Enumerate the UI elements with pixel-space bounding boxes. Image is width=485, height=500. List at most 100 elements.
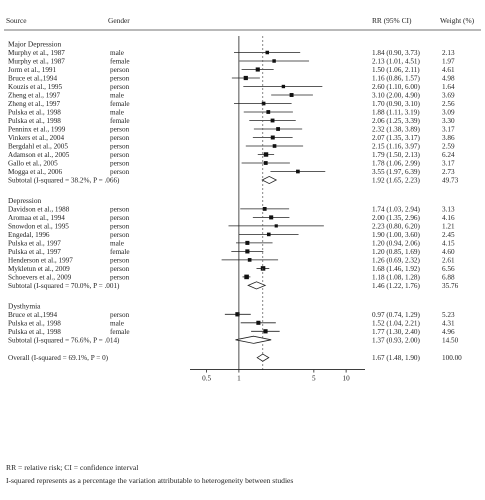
study-gender-label: person [110,205,130,213]
header-weight: Weight (%) [440,16,475,25]
study-rr-ci-label: 2.23 (0.80, 6.20) [372,222,421,230]
study-weight-label: 1.21 [442,222,455,230]
study-point-estimate [266,110,271,114]
study-weight-label: 6.88 [442,273,455,281]
study-point-estimate [235,312,240,317]
study-gender-label: person [110,222,130,230]
study-weight-label: 2.45 [442,231,455,239]
study-weight-label: 3.30 [442,117,455,125]
study-gender-label: male [110,109,124,117]
study-weight-label: 6.24 [442,151,455,159]
study-rr-ci-label: 1.68 (1.46, 1.92) [372,265,421,273]
study-weight-label: 1.64 [442,83,455,91]
study-rr-ci-label: 1.20 (0.85, 1.69) [372,248,421,256]
study-gender-label: male [110,319,124,327]
subtotal-diamond-label: Subtotal (I-squared = 70.0%, P = .001) [8,282,120,290]
study-point-estimate [244,274,249,280]
study-source-label: Pulska et al., 1997 [8,248,61,256]
study-point-estimate [266,232,271,237]
study-rr-ci-label: 1.74 (1.03, 2.94) [372,205,421,213]
study-point-estimate [270,118,275,123]
study-source-label: Bergdahl et al., 2005 [8,143,68,151]
study-source-label: Pulska et al., 1998 [8,109,61,117]
study-point-estimate [262,207,267,211]
study-gender-label: person [110,273,130,281]
study-rr-ci-label: 1.20 (0.94, 2.06) [372,239,421,247]
study-source-label: Pulska et al., 1998 [8,328,61,336]
study-rr-ci-label: 1.90 (1.00, 3.60) [372,231,421,239]
study-weight-label: 4.16 [442,214,455,222]
study-point-estimate [263,161,268,165]
study-gender-label: male [110,92,124,100]
x-tick-label: 0.5 [202,375,211,383]
footnote-i-squared: I-squared represents as a percentage the… [6,476,294,485]
study-gender-label: person [110,143,130,151]
study-point-estimate [247,258,252,262]
study-point-estimate [263,152,269,157]
study-source-label: Snowdon et al., 1995 [8,222,69,230]
study-source-label: Mykletun et al., 2009 [8,265,70,273]
header-rr: RR (95% CI) [372,16,412,25]
study-rr-ci-label: 3.55 (1.97, 6.39) [372,168,421,176]
study-source-label: Engedal, 1996 [8,231,50,239]
subtotal-diamond [247,281,267,290]
study-source-label: Zheng et al., 1997 [8,100,61,108]
study-gender-label: person [110,256,130,264]
study-rr-ci-label: 1.79 (1.50, 2.13) [372,151,421,159]
study-gender-label: person [110,126,130,134]
x-tick-label: 5 [312,375,316,383]
study-source-label: Jorm et al., 1991 [8,66,57,74]
study-rr-ci-label: 1.70 (0.90, 3.10) [372,100,421,108]
header-gender: Gender [108,16,130,25]
study-gender-label: person [110,75,130,83]
study-point-estimate [272,144,277,148]
subtotal-diamond-rr-ci-label: 1.46 (1.22, 1.76) [372,282,421,290]
study-weight-label: 4.60 [442,248,455,256]
study-rr-ci-label: 1.16 (0.86, 1.57) [372,75,421,83]
subtotal-diamond [261,175,278,185]
group-heading: Dysthymia [8,301,41,310]
study-weight-label: 3.86 [442,134,455,142]
subtotal-diamond-rr-ci-label: 1.37 (0.93, 2.00) [372,336,421,344]
study-weight-label: 3.09 [442,109,455,117]
subtotal-diamond-rr-ci-label: 1.92 (1.65, 2.23) [372,177,421,185]
study-gender-label: person [110,214,130,222]
footnote-abbreviations: RR = relative risk; CI = confidence inte… [6,463,139,472]
overall-diamond-label: Overall (I-squared = 69.1%, P = 0) [8,354,109,362]
study-weight-label: 4.96 [442,328,455,336]
study-weight-label: 1.97 [442,58,455,66]
study-point-estimate [270,135,275,140]
subtotal-diamond-weight-label: 14.50 [442,336,459,344]
study-weight-label: 2.73 [442,168,455,176]
subtotal-diamond-weight-label: 35.76 [442,282,459,290]
study-gender-label: person [110,231,130,239]
overall-diamond-weight-label: 100.00 [442,354,462,362]
study-gender-label: person [110,160,130,168]
study-source-label: Bruce et al.,1994 [8,75,58,83]
study-source-label: Adamson et al., 2005 [8,151,70,159]
study-source-label: Penninx et al., 1999 [8,126,66,134]
study-weight-label: 2.13 [442,49,455,57]
study-rr-ci-label: 1.84 (0.90, 3.73) [372,49,421,57]
study-source-label: Murphy et al., 1987 [8,58,65,66]
study-weight-label: 4.61 [442,66,455,74]
study-point-estimate [256,320,261,325]
study-gender-label: female [110,328,130,336]
group-heading: Major Depression [8,40,61,49]
study-source-label: Mogga et al., 2006 [8,168,63,176]
study-weight-label: 5.23 [442,311,455,319]
subtotal-diamond-weight-label: 49.73 [442,177,459,185]
study-gender-label: person [110,168,130,176]
study-source-label: Schoevers et al., 2009 [8,273,72,281]
study-point-estimate [263,329,268,334]
study-rr-ci-label: 2.13 (1.01, 4.51) [372,58,421,66]
study-gender-label: female [110,248,130,256]
study-point-estimate [276,127,280,131]
study-weight-label: 3.69 [442,92,455,100]
study-gender-label: person [110,311,130,319]
study-gender-label: male [110,239,124,247]
study-rr-ci-label: 1.52 (1.04, 2.21) [372,319,421,327]
study-rr-ci-label: 2.15 (1.16, 3.97) [372,143,421,151]
study-source-label: Davidson et al., 1988 [8,205,70,213]
